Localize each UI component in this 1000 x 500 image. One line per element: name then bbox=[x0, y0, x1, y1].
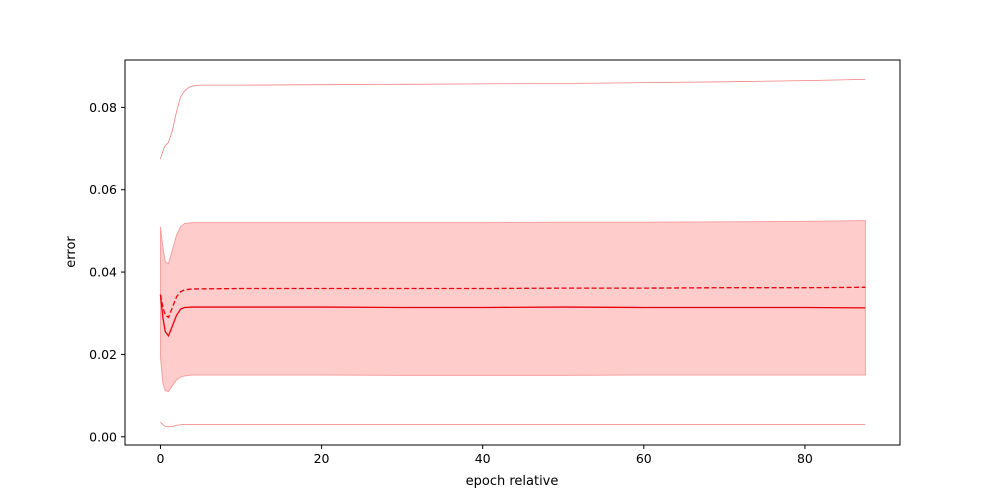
x-tick-label: 60 bbox=[636, 451, 652, 466]
plot-area bbox=[159, 78, 866, 428]
plot-frame bbox=[124, 59, 901, 446]
x-tick-label: 80 bbox=[797, 451, 813, 466]
outer-upper-line bbox=[160, 78, 866, 159]
x-tick-label: 40 bbox=[475, 451, 491, 466]
x-tick-label: 20 bbox=[314, 451, 330, 466]
y-tick-label: 0.02 bbox=[89, 347, 117, 362]
y-tick-label: 0.00 bbox=[89, 429, 117, 444]
x-axis: 0 20 40 60 80 bbox=[156, 445, 813, 466]
y-tick-label: 0.06 bbox=[89, 182, 117, 197]
y-tick-label: 0.04 bbox=[89, 265, 117, 280]
solid-series-line bbox=[159, 294, 866, 338]
y-tick-label: 0.08 bbox=[89, 100, 117, 115]
error-band bbox=[159, 220, 866, 393]
y-axis: 0.00 0.02 0.04 0.06 0.08 bbox=[89, 100, 125, 444]
dashed-series-line bbox=[159, 286, 866, 319]
x-tick-label: 0 bbox=[156, 451, 164, 466]
x-axis-label: epoch relative bbox=[466, 474, 559, 489]
y-axis-label: error bbox=[64, 236, 79, 268]
outer-lower-line bbox=[160, 422, 866, 428]
